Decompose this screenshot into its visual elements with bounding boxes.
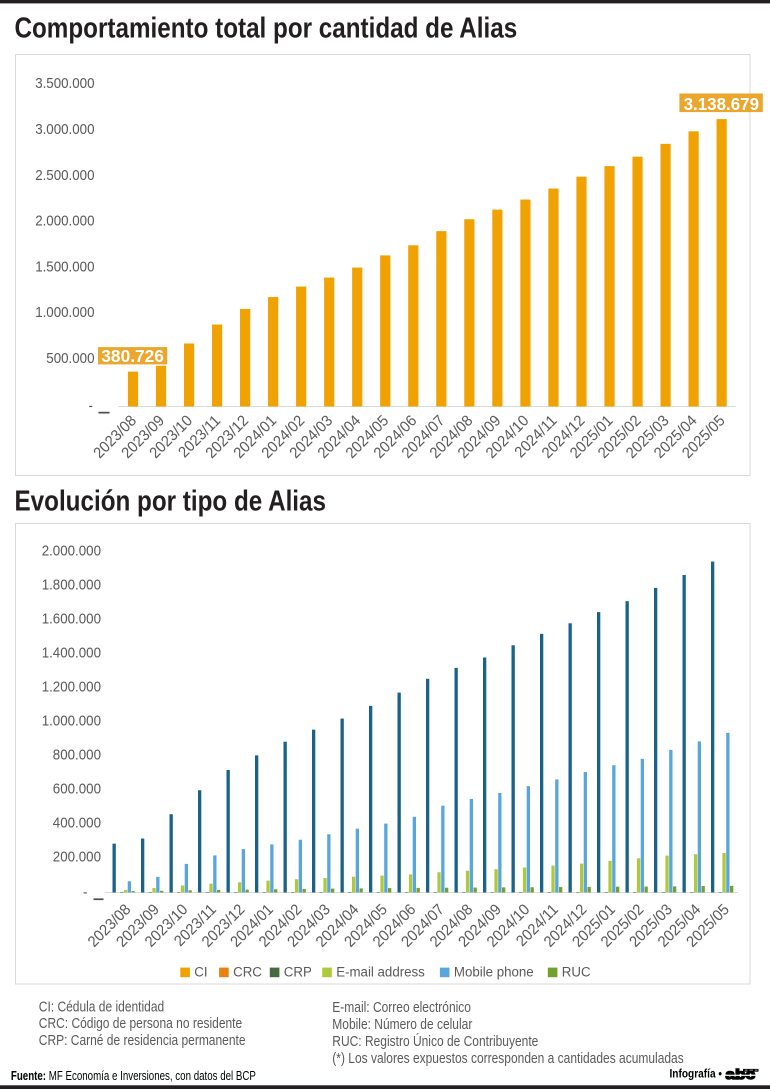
svg-text:CI: Cédula de identidad: CI: Cédula de identidad	[39, 998, 164, 1015]
svg-text:CRC: CRC	[233, 964, 262, 979]
svg-text:1.800.000: 1.800.000	[42, 576, 102, 593]
svg-text:3.138.679: 3.138.679	[684, 94, 759, 114]
svg-text:2.000.000: 2.000.000	[35, 212, 95, 229]
svg-text:Evolución por tipo de Alias: Evolución por tipo de Alias	[15, 484, 327, 517]
svg-text:1.000.000: 1.000.000	[35, 304, 95, 321]
svg-text:RUC: Registro Único de Contrib: RUC: Registro Único de Contribuyente	[332, 1033, 538, 1050]
svg-text:E-mail: Correo electrónico: E-mail: Correo electrónico	[332, 999, 471, 1016]
svg-text:CRP: Carné de residencia perma: CRP: Carné de residencia permanente	[39, 1032, 246, 1049]
svg-text:500.000: 500.000	[46, 349, 94, 366]
svg-text:Mobile: Número de celular: Mobile: Número de celular	[332, 1016, 472, 1033]
svg-text:1.000.000: 1.000.000	[42, 712, 102, 729]
svg-text:1.500.000: 1.500.000	[35, 258, 95, 275]
svg-text:CI: CI	[194, 964, 207, 979]
svg-text:800.000: 800.000	[53, 746, 101, 763]
svg-text:RUC: RUC	[562, 964, 591, 979]
svg-text:2.000.000: 2.000.000	[42, 542, 102, 559]
svg-text:1.400.000: 1.400.000	[42, 644, 102, 661]
svg-text:200.000: 200.000	[53, 848, 101, 865]
svg-text:-: -	[83, 883, 88, 900]
svg-text:3.500.000: 3.500.000	[35, 75, 95, 92]
svg-text:2.500.000: 2.500.000	[35, 166, 95, 183]
svg-text:CRC: Código de persona no resi: CRC: Código de persona no residente	[39, 1015, 242, 1032]
svg-text:1.200.000: 1.200.000	[42, 678, 102, 695]
svg-text:(*) Los valores expuestos corr: (*) Los valores expuestos corresponden a…	[332, 1050, 684, 1067]
svg-text:E-mail address: E-mail address	[336, 964, 425, 979]
svg-text:1.600.000: 1.600.000	[42, 610, 102, 627]
svg-text:Comportamiento total por canti: Comportamiento total por cantidad de Ali…	[15, 12, 518, 45]
svg-text:3.000.000: 3.000.000	[35, 120, 95, 137]
svg-text:380.726: 380.726	[101, 346, 164, 366]
svg-text:Fuente: MF Economía e Inversio: Fuente: MF Economía e Inversiones, con d…	[11, 1070, 256, 1083]
svg-text:CRP: CRP	[284, 964, 312, 979]
svg-text:600.000: 600.000	[53, 780, 101, 797]
svg-text:Mobile phone: Mobile phone	[454, 964, 534, 979]
svg-text:Infografía •: Infografía •	[670, 1068, 723, 1081]
svg-text:400.000: 400.000	[53, 814, 101, 831]
svg-text:-: -	[89, 397, 94, 414]
